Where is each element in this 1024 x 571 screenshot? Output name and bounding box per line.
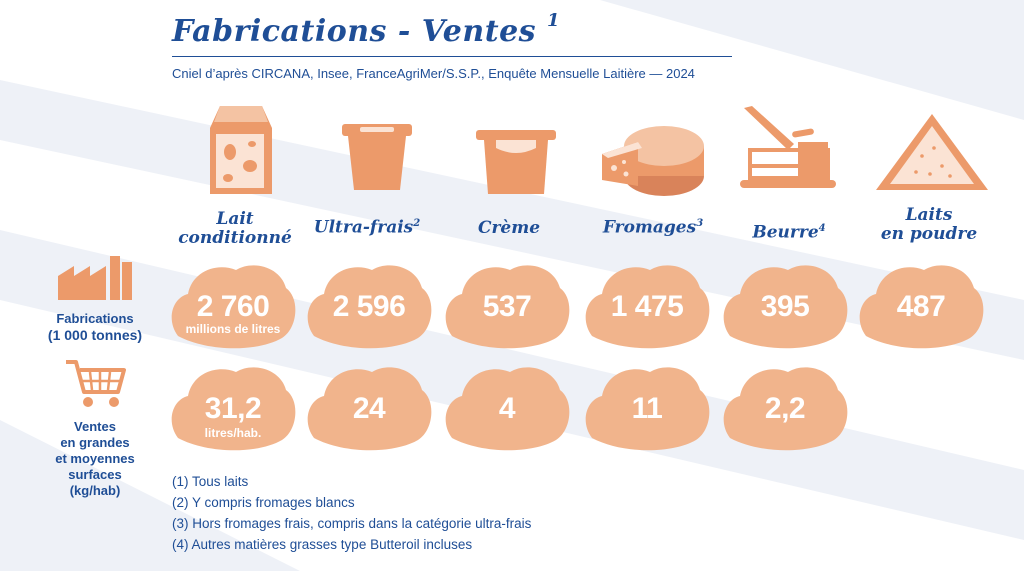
fabrication-value: 537 xyxy=(482,290,532,323)
category-label-beurre: Beurre4 xyxy=(724,219,854,243)
footnote-2: (2) Y compris fromages blancs xyxy=(172,495,355,510)
cloud-shape xyxy=(723,265,848,349)
ventes-value: 4 xyxy=(498,392,516,425)
fabrication-value-cloud-fromages: 1 475 xyxy=(582,258,712,354)
ventes-value-cloud-ultra-frais: 24 xyxy=(304,360,434,456)
fabrication-value-cloud-creme: 537 xyxy=(442,258,572,354)
title-underline xyxy=(172,56,732,57)
category-label-line: conditionné xyxy=(178,228,292,248)
butter-dish-icon xyxy=(740,106,836,188)
cloud-shape xyxy=(171,367,296,451)
category-label-line: Laits xyxy=(905,205,953,225)
category-label-laits-en-poudre: Laits en poudre xyxy=(864,206,994,244)
shopping-cart-icon xyxy=(66,360,126,407)
footnotes: (1) Tous laits (2) Y compris fromages bl… xyxy=(172,471,531,555)
fabrication-value-cloud-beurre: 395 xyxy=(720,258,850,354)
fabrication-value-cloud-lait: 2 760 millions de litres xyxy=(168,258,298,354)
category-label-line: Lait xyxy=(216,209,254,229)
fabrication-value-cloud-laits-en-poudre: 487 xyxy=(856,258,986,354)
cloud-shape xyxy=(445,265,570,349)
fabrication-value: 2 596 xyxy=(332,290,406,323)
cream-pot-icon xyxy=(476,130,556,194)
cloud-shape xyxy=(585,265,710,349)
row-label-fabrications: Fabrications (1 000 tonnes) xyxy=(30,311,160,344)
category-label-line: Ultra-frais xyxy=(313,217,414,238)
ventes-value-cloud-lait: 31,2 litres/hab. xyxy=(168,360,298,456)
ventes-value-cloud-beurre: 2,2 xyxy=(720,360,850,456)
ventes-value-cloud-fromages: 11 xyxy=(582,360,712,456)
category-label-ultra-frais: Ultra-frais2 xyxy=(302,214,432,238)
cloud-shape xyxy=(171,265,296,349)
row-label-line: et moyennes xyxy=(55,451,135,466)
category-label-line: Beurre xyxy=(752,222,819,243)
category-label-line: en poudre xyxy=(880,224,978,244)
footnote-mark: 2 xyxy=(413,218,421,229)
fabrication-value: 1 475 xyxy=(610,290,684,323)
row-label-line: (kg/hab) xyxy=(69,483,121,498)
cloud-shape xyxy=(307,265,432,349)
cloud-shape xyxy=(723,367,848,451)
milk-carton-icon xyxy=(210,106,272,194)
footnote-1: (1) Tous laits xyxy=(172,474,249,489)
row-label-line: Fabrications xyxy=(56,311,134,326)
category-label-line: Fromages xyxy=(602,217,697,238)
powder-pile-icon xyxy=(876,114,988,190)
factory-icon xyxy=(58,256,132,300)
fabrication-value: 2 760 xyxy=(196,290,270,323)
category-label-fromages: Fromages3 xyxy=(588,214,718,238)
cloud-shape xyxy=(445,367,570,451)
ventes-value: 24 xyxy=(352,392,386,425)
fabrication-value: 395 xyxy=(760,290,810,323)
footnote-3: (3) Hors fromages frais, compris dans la… xyxy=(172,516,532,531)
page-title: Fabrications - Ventes 1 xyxy=(172,10,560,49)
source-line: Cniel d’après CIRCANA, Insee, FranceAgri… xyxy=(172,66,695,81)
title-text: Fabrications - Ventes xyxy=(172,14,537,49)
category-label-line: Crème xyxy=(477,218,541,238)
ventes-value: 11 xyxy=(631,392,663,425)
ventes-value-cloud-creme: 4 xyxy=(442,360,572,456)
category-label-lait: Lait conditionné xyxy=(170,210,300,248)
ventes-unit: litres/hab. xyxy=(204,426,262,440)
row-label-line: (1 000 tonnes) xyxy=(47,327,143,343)
ventes-value: 31,2 xyxy=(204,392,262,425)
title-footnote-mark: 1 xyxy=(547,10,561,31)
row-label-line: en grandes xyxy=(60,435,130,450)
footnote-mark: 4 xyxy=(818,223,826,234)
row-label-line: Ventes xyxy=(74,419,116,434)
cloud-shape xyxy=(859,265,984,349)
row-label-ventes: Ventes en grandes et moyennes surfaces (… xyxy=(30,419,160,499)
yogurt-cup-icon xyxy=(342,124,412,190)
cloud-shape xyxy=(307,367,432,451)
footnote-mark: 3 xyxy=(696,218,704,229)
cheese-wheel-icon xyxy=(602,126,704,196)
footnote-4: (4) Autres matières grasses type Buttero… xyxy=(172,537,473,552)
fabrication-value-cloud-ultra-frais: 2 596 xyxy=(304,258,434,354)
ventes-value: 2,2 xyxy=(764,392,806,425)
category-label-creme: Crème xyxy=(444,219,574,238)
cloud-shape xyxy=(585,367,710,451)
fabrication-unit: millions de litres xyxy=(185,322,281,336)
fabrication-value: 487 xyxy=(896,290,946,323)
row-label-line: surfaces xyxy=(68,467,122,482)
